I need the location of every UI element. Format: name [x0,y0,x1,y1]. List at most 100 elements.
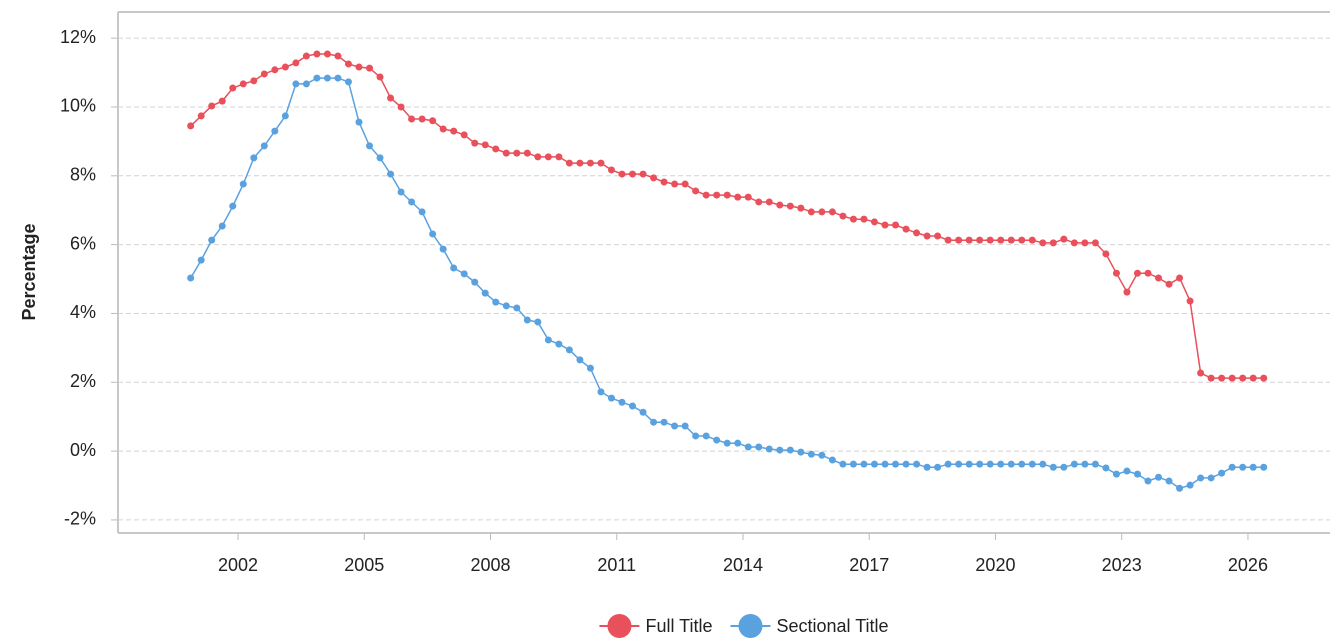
data-point [208,236,216,244]
data-point [271,127,279,135]
data-point [1028,460,1036,468]
data-point [429,117,437,125]
data-point [1249,374,1257,382]
legend-label: Sectional Title [776,616,888,636]
data-point [870,218,878,226]
x-tick-label: 2017 [849,555,889,575]
data-point [229,202,237,210]
data-point [660,418,668,426]
data-point [1060,235,1068,243]
data-point [944,236,952,244]
data-point [650,418,658,426]
legend-item[interactable]: Full Title [599,614,712,638]
data-point [239,180,247,188]
data-point [1197,369,1205,377]
data-point [1028,236,1036,244]
data-point [271,66,279,74]
data-point [1007,460,1015,468]
x-tick-label: 2008 [470,555,510,575]
data-point [555,340,563,348]
data-point [376,73,384,81]
data-point [618,170,626,178]
data-point [849,460,857,468]
data-point [523,149,531,157]
data-point [923,232,931,240]
data-point [460,270,468,278]
data-point [1207,474,1215,482]
data-point [1007,236,1015,244]
data-point [986,460,994,468]
data-point [250,77,258,85]
data-point [197,112,205,120]
x-tick-label: 2023 [1102,555,1142,575]
data-point [723,439,731,447]
data-point [1186,297,1194,305]
legend-label: Full Title [645,616,712,636]
data-point [1039,460,1047,468]
data-point [734,439,742,447]
data-point [807,208,815,216]
data-point [807,450,815,458]
data-point [1207,374,1215,382]
data-point [1070,460,1078,468]
data-point [744,193,752,201]
data-point [355,118,363,126]
data-point [828,208,836,216]
data-point [239,80,247,88]
data-point [818,208,826,216]
data-point [576,159,584,167]
data-point [776,446,784,454]
data-point [997,460,1005,468]
data-point [1018,460,1026,468]
data-point [965,236,973,244]
data-point [229,84,237,92]
data-point [586,364,594,372]
data-point [639,408,647,416]
data-point [976,236,984,244]
data-point [692,187,700,195]
data-point [1018,236,1026,244]
data-point [565,346,573,354]
data-point [323,74,331,82]
data-point [523,316,531,324]
data-point [902,225,910,233]
data-point [870,460,878,468]
data-point [544,153,552,161]
data-point [1249,463,1257,471]
data-point [408,198,416,206]
data-point [397,188,405,196]
data-point [481,289,489,297]
data-point [1144,269,1152,277]
data-point [797,204,805,212]
data-point [986,236,994,244]
data-point [387,170,395,178]
data-point [892,460,900,468]
data-point [450,127,458,135]
data-point [1239,463,1247,471]
data-point [923,463,931,471]
data-point [565,159,573,167]
data-point [965,460,973,468]
legend-item[interactable]: Sectional Title [730,614,889,638]
data-point [1039,239,1047,247]
data-point [660,178,668,186]
data-point [860,215,868,223]
x-tick-label: 2011 [597,555,636,575]
data-point [586,159,594,167]
data-point [187,274,195,282]
data-point [881,460,889,468]
data-point [218,97,226,105]
data-point [849,215,857,223]
data-point [1049,239,1057,247]
data-point [1165,477,1173,485]
data-point [713,436,721,444]
data-point [1155,274,1163,282]
data-point [1176,484,1184,492]
data-point [913,460,921,468]
data-point [671,180,679,188]
data-point [1144,477,1152,485]
data-point [818,451,826,459]
data-point [765,198,773,206]
data-point [250,154,258,162]
data-point [955,460,963,468]
